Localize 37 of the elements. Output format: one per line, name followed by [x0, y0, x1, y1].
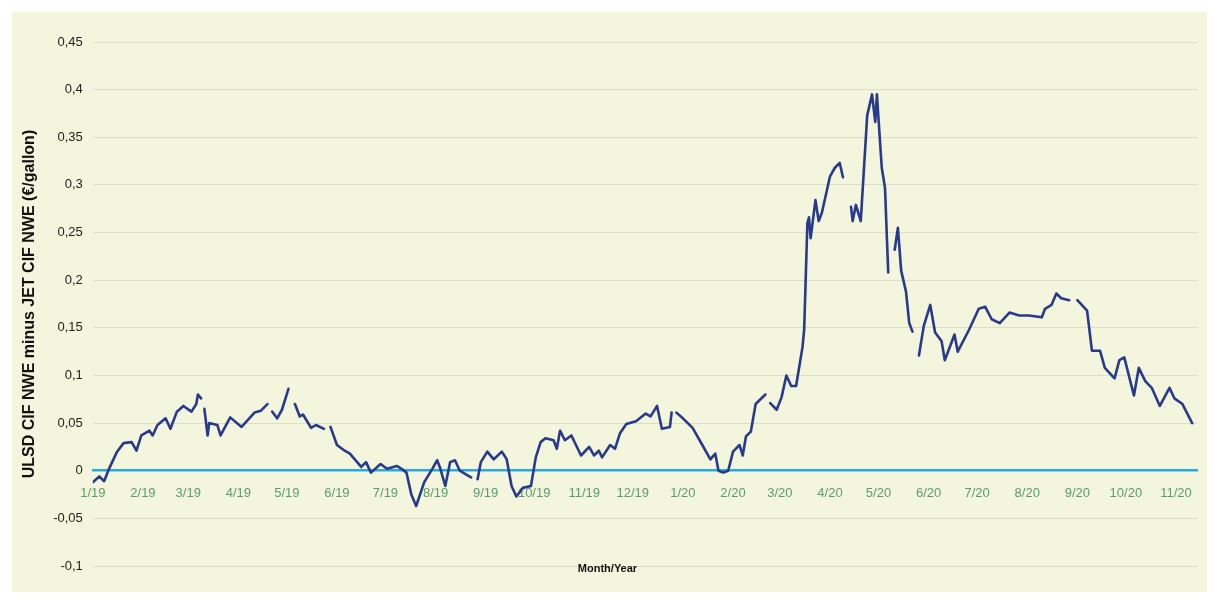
y-tick-label: 0,05	[57, 414, 83, 430]
x-tick-label: 9/19	[473, 485, 499, 501]
x-tick-label: 6/20	[915, 485, 942, 501]
x-tick-label: 2/19	[130, 485, 156, 501]
x-tick-label: 8/19	[422, 485, 449, 501]
x-tick-label: 11/20	[1160, 485, 1192, 501]
y-tick-label: 0,3	[64, 176, 83, 192]
x-tick-label: 4/20	[817, 485, 843, 501]
y-tick-label: 0,25	[57, 224, 83, 240]
x-tick-label: 8/20	[1014, 485, 1040, 501]
y-tick-label: 0,2	[64, 271, 83, 287]
x-tick-label: 6/19	[324, 485, 350, 501]
y-tick-label: -0,1	[60, 557, 83, 573]
y-tick-label: 0,15	[57, 319, 83, 335]
x-tick-label: 7/19	[372, 485, 399, 501]
x-axis-title: Month/Year	[577, 562, 638, 574]
x-tick-label: 10/19	[517, 485, 551, 501]
x-tick-label: 10/20	[1109, 485, 1143, 501]
x-tick-label: 7/20	[964, 485, 990, 501]
x-tick-label: 1/20	[670, 485, 696, 501]
x-tick-label: 5/20	[865, 485, 892, 501]
y-tick-label: -0,05	[53, 509, 83, 525]
y-tick-label: 0	[75, 462, 83, 478]
x-tick-label: 2/20	[720, 485, 746, 501]
x-tick-label: 3/19	[175, 485, 201, 501]
y-tick-label: 0,4	[64, 81, 83, 97]
x-tick-label: 11/19	[568, 485, 601, 501]
y-tick-label: 0,45	[57, 33, 83, 49]
x-tick-label: 9/20	[1064, 485, 1091, 501]
y-tick-label: 0,1	[64, 367, 83, 383]
y-axis-title: ULSD CIF NWE minus JET CIF NWE (€/gallon)	[20, 129, 38, 479]
x-tick-label: 4/19	[225, 485, 251, 501]
x-tick-label: 12/19	[616, 485, 650, 501]
x-tick-label: 1/19	[80, 485, 106, 501]
x-tick-label: 3/20	[767, 485, 793, 501]
y-tick-label: 0,35	[57, 128, 83, 144]
x-tick-label: 5/19	[274, 485, 300, 501]
